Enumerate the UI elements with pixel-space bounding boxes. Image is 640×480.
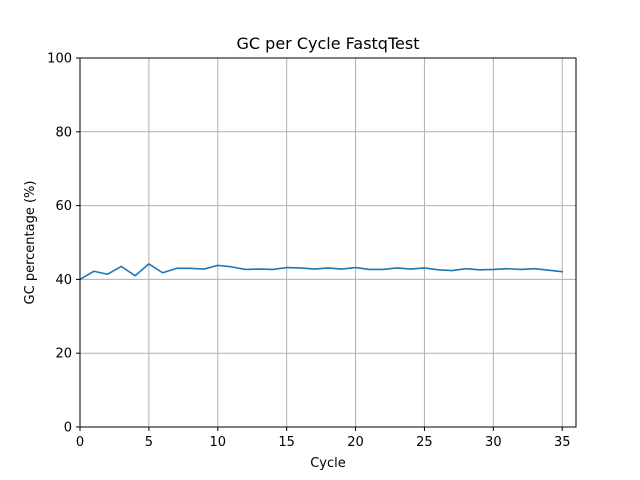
plot-frame: [79, 57, 577, 428]
x-tick-label: 35: [554, 435, 571, 450]
y-tick-label: 20: [55, 347, 72, 362]
gc-series-line: [79, 263, 564, 281]
grid-layer: [79, 57, 576, 428]
x-tick-label: 15: [278, 435, 295, 450]
x-tick-label: 0: [76, 435, 84, 450]
y-tick-label: 100: [47, 52, 72, 67]
x-tick-label: 20: [347, 435, 364, 450]
y-tick-label: 40: [55, 273, 72, 288]
chart-title: GC per Cycle FastqTest: [237, 34, 420, 53]
x-tick-label: 25: [416, 435, 433, 450]
y-axis-label: GC percentage (%): [23, 181, 38, 305]
tick-layer: 0 5 10 15 20 25 30 35 0 20 40 60 80 100: [47, 52, 570, 451]
x-tick-label: 10: [210, 435, 227, 450]
x-tick-label: 30: [485, 435, 502, 450]
y-tick-label: 0: [64, 421, 72, 436]
series-layer: [79, 263, 564, 281]
x-axis-label: Cycle: [310, 456, 346, 471]
y-tick-label: 80: [55, 125, 72, 140]
x-tick-label: 5: [145, 435, 153, 450]
y-tick-label: 60: [55, 199, 72, 214]
